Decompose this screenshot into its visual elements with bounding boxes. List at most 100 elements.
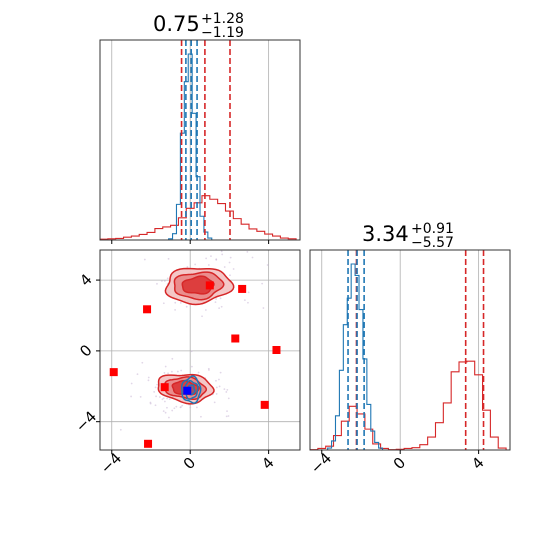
marker-red xyxy=(205,281,214,290)
sample-point xyxy=(167,372,169,375)
sample-point xyxy=(227,397,230,400)
tick-label: 0 xyxy=(180,454,199,473)
title-upper-error: +0.91 xyxy=(411,221,454,237)
sample-point xyxy=(218,307,221,310)
marker-red xyxy=(144,439,153,448)
sample-point xyxy=(226,410,228,413)
sample-point xyxy=(179,301,182,304)
sample-point xyxy=(160,280,163,282)
sample-point xyxy=(130,395,133,398)
sample-point xyxy=(247,291,250,294)
sample-point xyxy=(164,411,167,414)
sample-point xyxy=(197,371,200,374)
sample-point xyxy=(200,415,202,418)
tick-label: 4 xyxy=(76,270,95,289)
sample-point xyxy=(218,378,220,381)
x-ticks xyxy=(111,240,270,244)
tick-label: −4 xyxy=(97,449,125,477)
marker-red xyxy=(272,346,281,354)
scatter-samples xyxy=(119,234,309,431)
title-upper-error: +1.28 xyxy=(201,11,244,27)
tick-label: 4 xyxy=(258,454,277,473)
sample-point xyxy=(174,301,177,304)
sample-point xyxy=(168,398,171,401)
sample-point xyxy=(219,297,222,300)
density-contour-blue xyxy=(180,375,202,404)
sample-point xyxy=(204,309,207,311)
sample-point xyxy=(147,376,150,379)
axes-frame xyxy=(99,249,301,451)
sample-point xyxy=(215,258,218,261)
marginal-hist-param-1 xyxy=(99,39,301,244)
density-contour-red xyxy=(181,275,215,295)
sample-point xyxy=(210,255,212,258)
axes-frame xyxy=(309,249,511,451)
title-lower-error: −1.19 xyxy=(201,25,244,41)
tick-label: 0 xyxy=(390,454,409,473)
marginal-hist-param-2: −4 0 4 xyxy=(307,249,511,477)
title-param-2: 3.34 +0.91 −5.57 xyxy=(362,221,454,251)
sample-point xyxy=(182,234,184,236)
sample-point xyxy=(194,263,197,266)
sample-point xyxy=(186,266,189,268)
sample-point xyxy=(136,373,139,376)
sample-point xyxy=(163,371,166,374)
marker-red xyxy=(260,400,269,409)
sample-point xyxy=(246,250,249,253)
sample-point xyxy=(266,264,269,266)
sample-point xyxy=(154,404,157,407)
sample-point xyxy=(147,379,150,382)
x-ticks: −4 0 4 xyxy=(307,449,488,477)
axes-frame xyxy=(99,39,301,241)
sample-point xyxy=(219,371,222,374)
sample-point xyxy=(139,240,141,242)
sample-point xyxy=(223,388,226,391)
tick-label: 0 xyxy=(76,341,95,360)
sample-point xyxy=(215,393,218,395)
sample-point xyxy=(161,398,164,401)
title-param-1: 0.75 +1.28 −1.19 xyxy=(153,11,244,41)
title-lower-error: −5.57 xyxy=(411,235,454,251)
sample-point xyxy=(220,305,223,308)
histogram-blue xyxy=(327,263,384,450)
sample-point xyxy=(162,302,165,305)
sample-point xyxy=(229,256,232,259)
sample-point xyxy=(220,250,223,253)
sample-point xyxy=(207,367,210,370)
sample-point xyxy=(156,282,158,285)
sample-point xyxy=(154,386,157,389)
sample-point xyxy=(195,406,198,409)
sample-point xyxy=(215,379,217,382)
sample-point xyxy=(205,257,208,260)
histograms xyxy=(310,263,507,450)
sample-point xyxy=(190,350,193,353)
marker-red xyxy=(238,284,247,293)
title-value: 0.75 xyxy=(153,12,200,36)
sample-point xyxy=(173,407,176,410)
sample-point xyxy=(166,277,169,280)
quantile-lines xyxy=(347,250,485,450)
sample-point xyxy=(251,256,254,259)
sample-point xyxy=(179,406,182,409)
joint-density-plot: −4 0 4 −4 0 4 xyxy=(72,234,309,477)
x-ticks: −4 0 4 xyxy=(97,449,278,477)
sample-point xyxy=(156,383,159,386)
sample-point xyxy=(225,391,228,393)
marker-red xyxy=(231,334,240,343)
sample-point xyxy=(221,253,224,256)
sample-point xyxy=(175,405,178,408)
y-ticks: −4 0 4 xyxy=(72,270,100,436)
title-value: 3.34 xyxy=(362,222,409,246)
sample-point xyxy=(162,397,165,400)
sample-point xyxy=(181,404,184,407)
sample-point xyxy=(163,280,166,282)
sample-point xyxy=(207,264,210,266)
histogram-red xyxy=(100,195,297,240)
sample-point xyxy=(261,282,264,285)
sample-point xyxy=(214,301,217,304)
sample-point xyxy=(307,279,309,281)
sample-point xyxy=(232,268,235,270)
sample-point xyxy=(171,357,174,360)
sample-point xyxy=(176,370,179,373)
